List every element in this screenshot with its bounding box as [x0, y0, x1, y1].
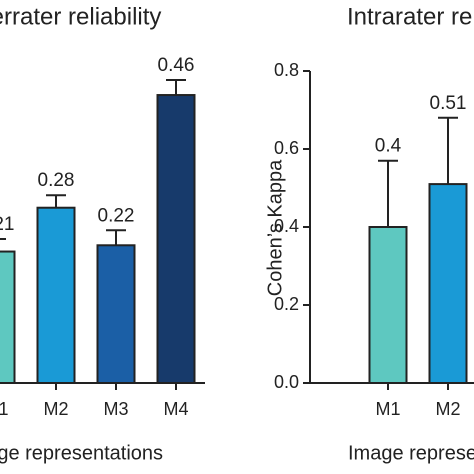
value-label: 0.51 — [430, 93, 467, 114]
bar — [368, 226, 408, 384]
x-tick-label: M1 — [375, 399, 400, 419]
value-label: 0.4 — [375, 136, 402, 157]
x-tick-label: M1 — [0, 399, 9, 419]
x-axis-label: Image representations — [348, 442, 474, 464]
bar — [428, 183, 468, 384]
bar — [96, 244, 136, 384]
chart-title: Interrater reliability — [0, 3, 161, 30]
y-axis-label: Cohen’s Kappa — [264, 159, 286, 296]
value-label: 0.21 — [0, 214, 14, 235]
bar — [0, 250, 16, 384]
bar — [36, 206, 76, 384]
chart-title: Intrarater reliability — [347, 3, 474, 30]
y-tick-label: 0.0 — [274, 372, 299, 392]
x-tick-label: M2 — [43, 399, 68, 419]
x-tick-label: M4 — [163, 399, 188, 419]
x-tick-label: M3 — [103, 399, 128, 419]
value-label: 0.28 — [38, 170, 75, 191]
bar — [156, 94, 196, 384]
y-tick-label: 0.2 — [274, 294, 299, 314]
x-axis-label: Image representations — [0, 442, 163, 464]
value-label: 0.46 — [158, 55, 195, 76]
y-tick-label: 0.4 — [274, 216, 299, 236]
y-tick-label: 0.8 — [274, 60, 299, 80]
x-tick-label: M2 — [435, 399, 460, 419]
value-label: 0.22 — [98, 205, 135, 226]
y-tick-label: 0.6 — [274, 138, 299, 158]
